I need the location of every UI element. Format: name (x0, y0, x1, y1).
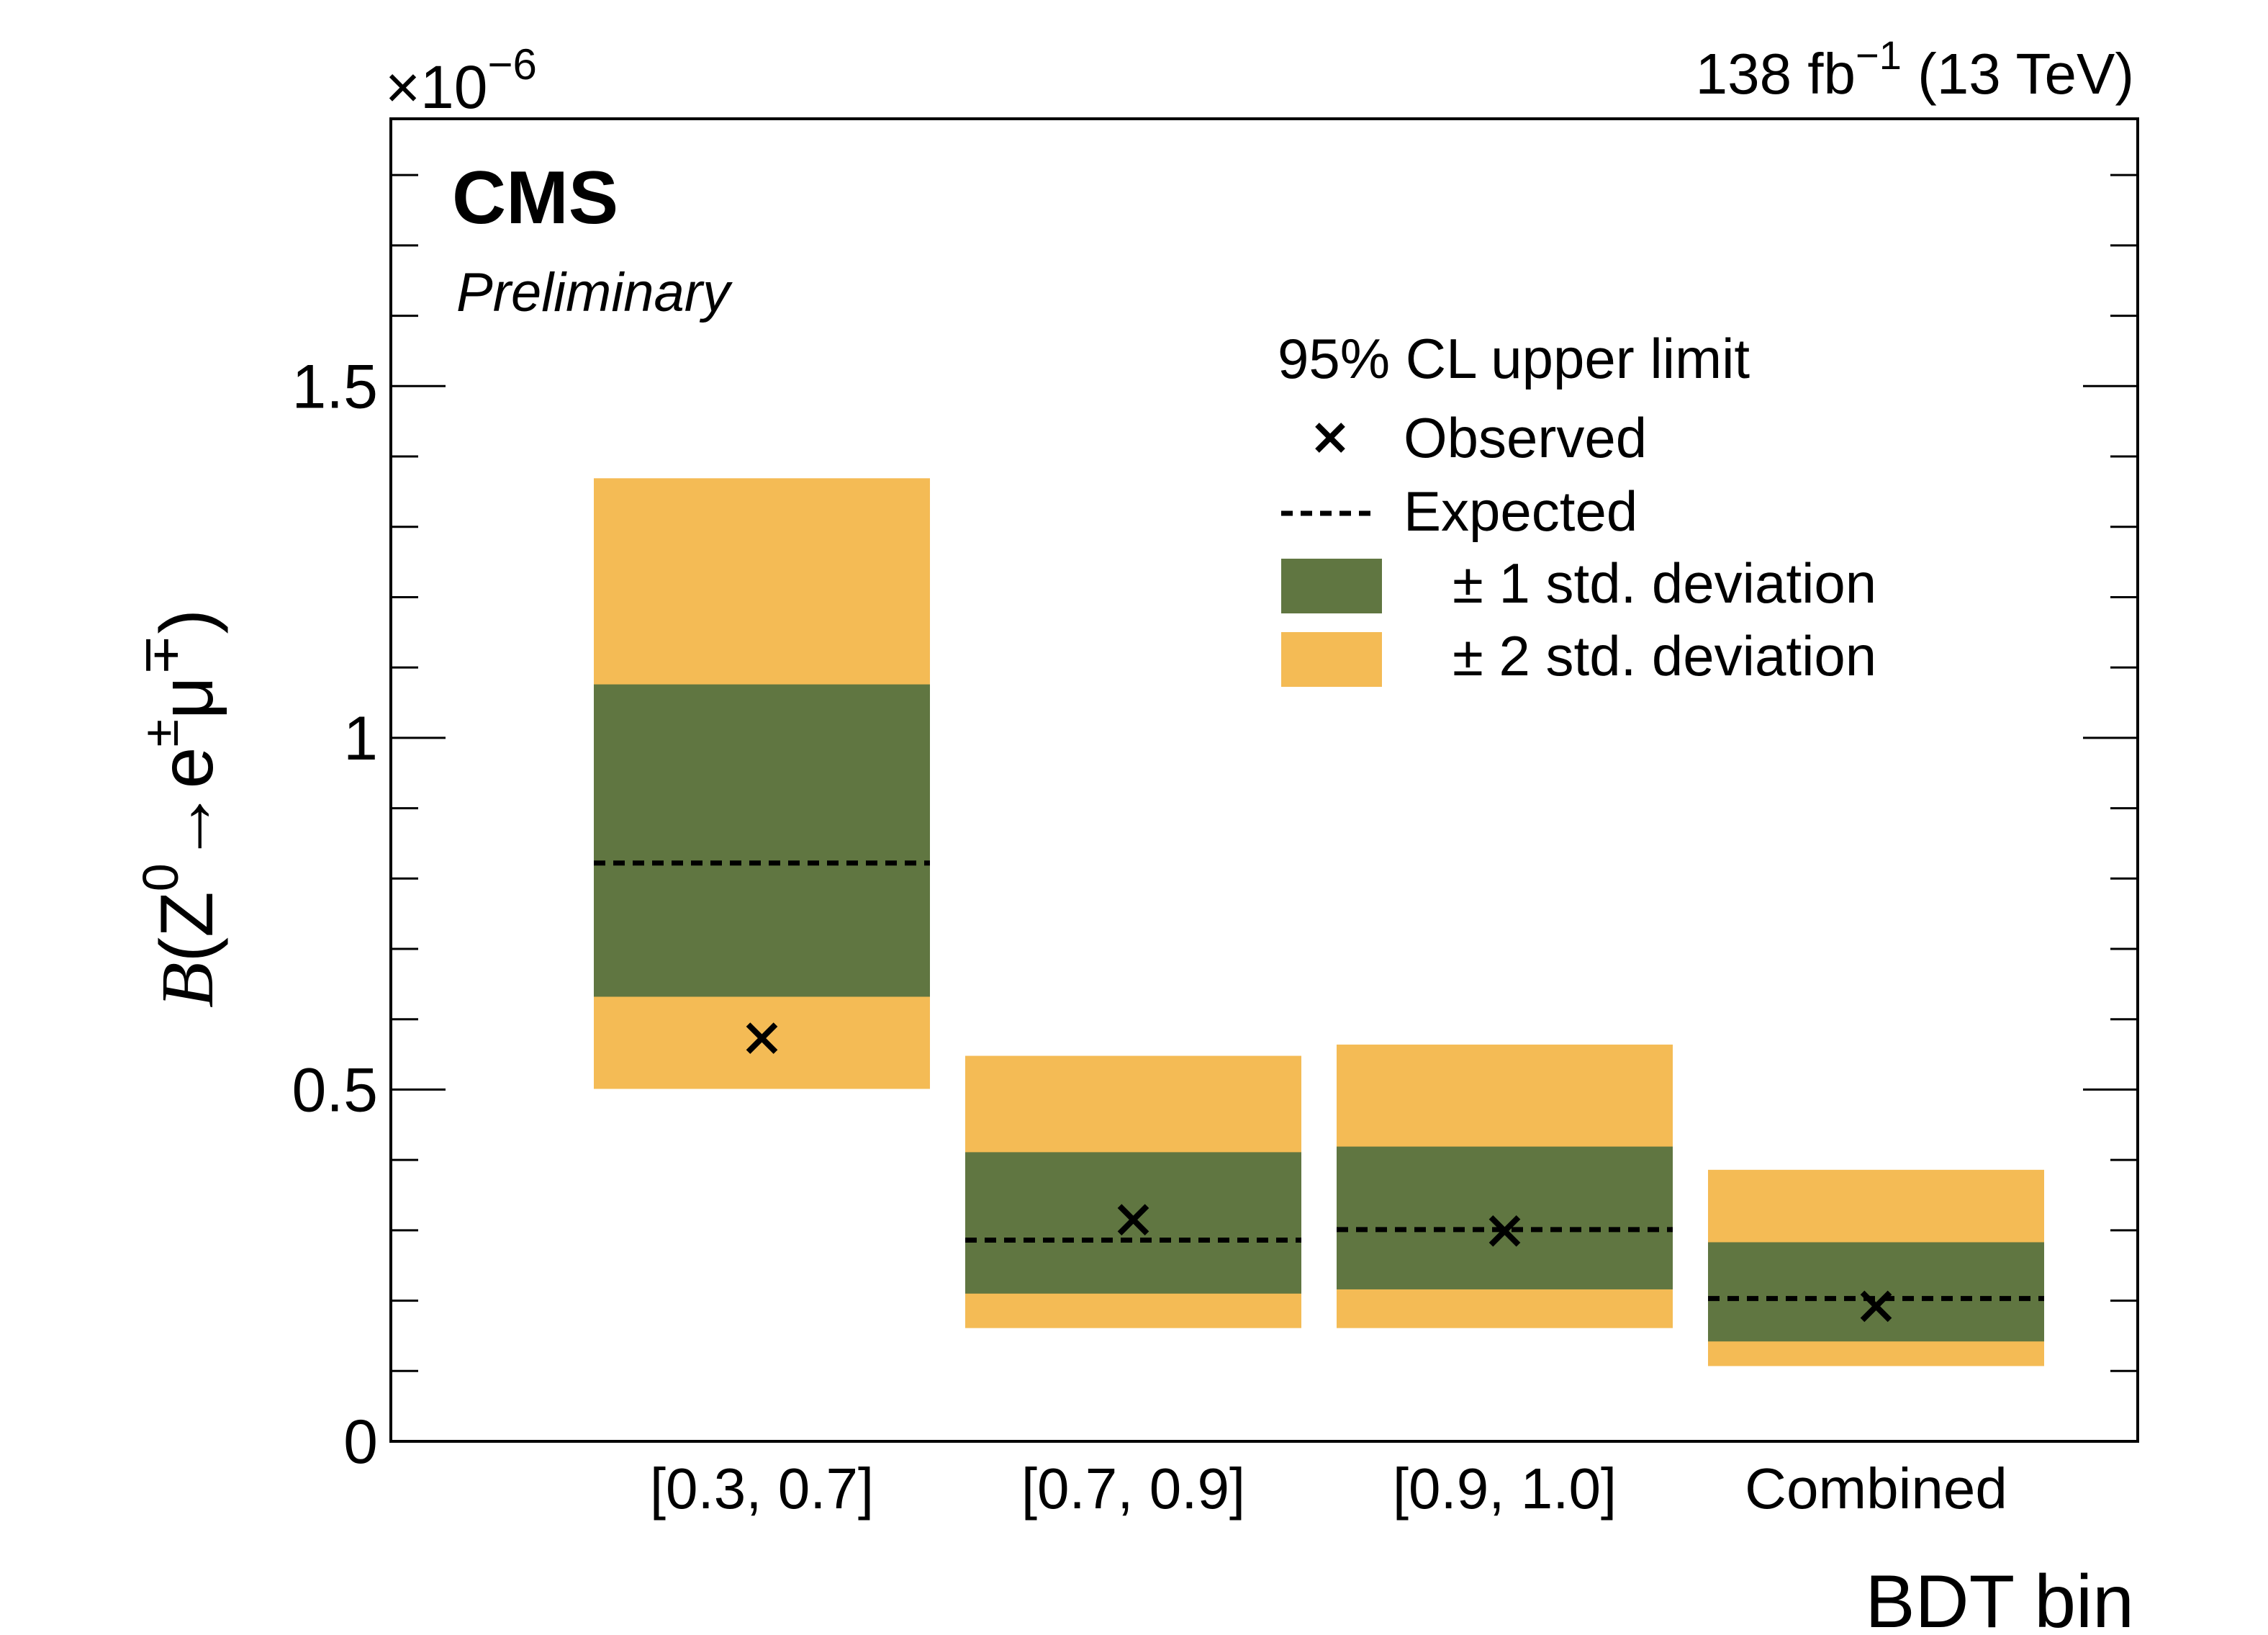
x-tick-label-2: [0.9, 1.0] (1393, 1456, 1617, 1521)
one-sigma-band-3 (1708, 1242, 2044, 1342)
x-tick-label-0: [0.3, 0.7] (650, 1456, 874, 1521)
y-title-e-charge: ± (132, 719, 189, 747)
y-title-open: ( (145, 937, 229, 962)
lumi-value: 138 fb (1696, 42, 1856, 106)
legend-two-sigma-label: ± 2 std. deviation (1452, 624, 1876, 688)
lumi-label: 138 fb−1 (13 TeV) (1696, 32, 2134, 106)
observed-marker-0 (746, 1022, 778, 1054)
legend-title: 95% CL upper limit (1278, 327, 1750, 390)
ticks-layer (391, 174, 2138, 1443)
legend-observed-marker (1315, 423, 1345, 453)
y-title-e: e (145, 747, 229, 789)
y-tick-label-0: 0 (343, 1407, 378, 1477)
y-tick-label-1: 0.5 (292, 1055, 378, 1125)
observed-marker-2 (1488, 1215, 1521, 1247)
x-tick-label-1: [0.7, 0.9] (1021, 1456, 1245, 1521)
bands-layer (594, 478, 2044, 1366)
plot-frame (389, 117, 2139, 1443)
y-title-mu-charge: ∓ (132, 634, 189, 677)
one-sigma-band-0 (594, 684, 930, 997)
preliminary-label: Preliminary (456, 262, 733, 323)
x-tick-label-3: Combined (1745, 1456, 2007, 1521)
legend: 95% CL upper limit Observed Expected ± 1… (1278, 327, 1876, 688)
observed-marker-1 (1117, 1204, 1149, 1236)
legend-expected-label: Expected (1404, 479, 1637, 543)
lumi-power: −1 (1856, 32, 1902, 78)
legend-two-sigma-swatch (1281, 632, 1382, 687)
one-sigma-band-2 (1337, 1146, 1673, 1289)
y-tick-label-2: 1 (343, 704, 378, 773)
legend-one-sigma-label: ± 1 std. deviation (1452, 551, 1876, 615)
cms-label: CMS (452, 156, 618, 240)
y-exponent-power: −6 (488, 40, 537, 89)
y-axis-title: B(Z0→e±μ∓) (132, 609, 229, 1008)
lumi-energy: (13 TeV) (1917, 42, 2134, 106)
svg-text:B(Z0→e±μ∓): B(Z0→e±μ∓) (132, 609, 229, 1008)
observed-marker-3 (1860, 1290, 1892, 1323)
y-title-z: Z (145, 891, 229, 937)
y-title-arrow: → (145, 788, 229, 863)
y-exponent-base: ×10 (385, 53, 488, 121)
legend-one-sigma-swatch (1281, 559, 1382, 613)
y-title-b: B (146, 962, 229, 1008)
y-title-close: ) (145, 609, 229, 634)
y-title-z-power: 0 (132, 863, 189, 891)
y-title-mu: μ (145, 676, 229, 719)
x-axis-title: BDT bin (1865, 1560, 2134, 1635)
y-tick-label-3: 1.5 (292, 352, 378, 421)
legend-observed-label: Observed (1404, 406, 1647, 469)
y-exponent: ×10−6 (385, 40, 537, 121)
